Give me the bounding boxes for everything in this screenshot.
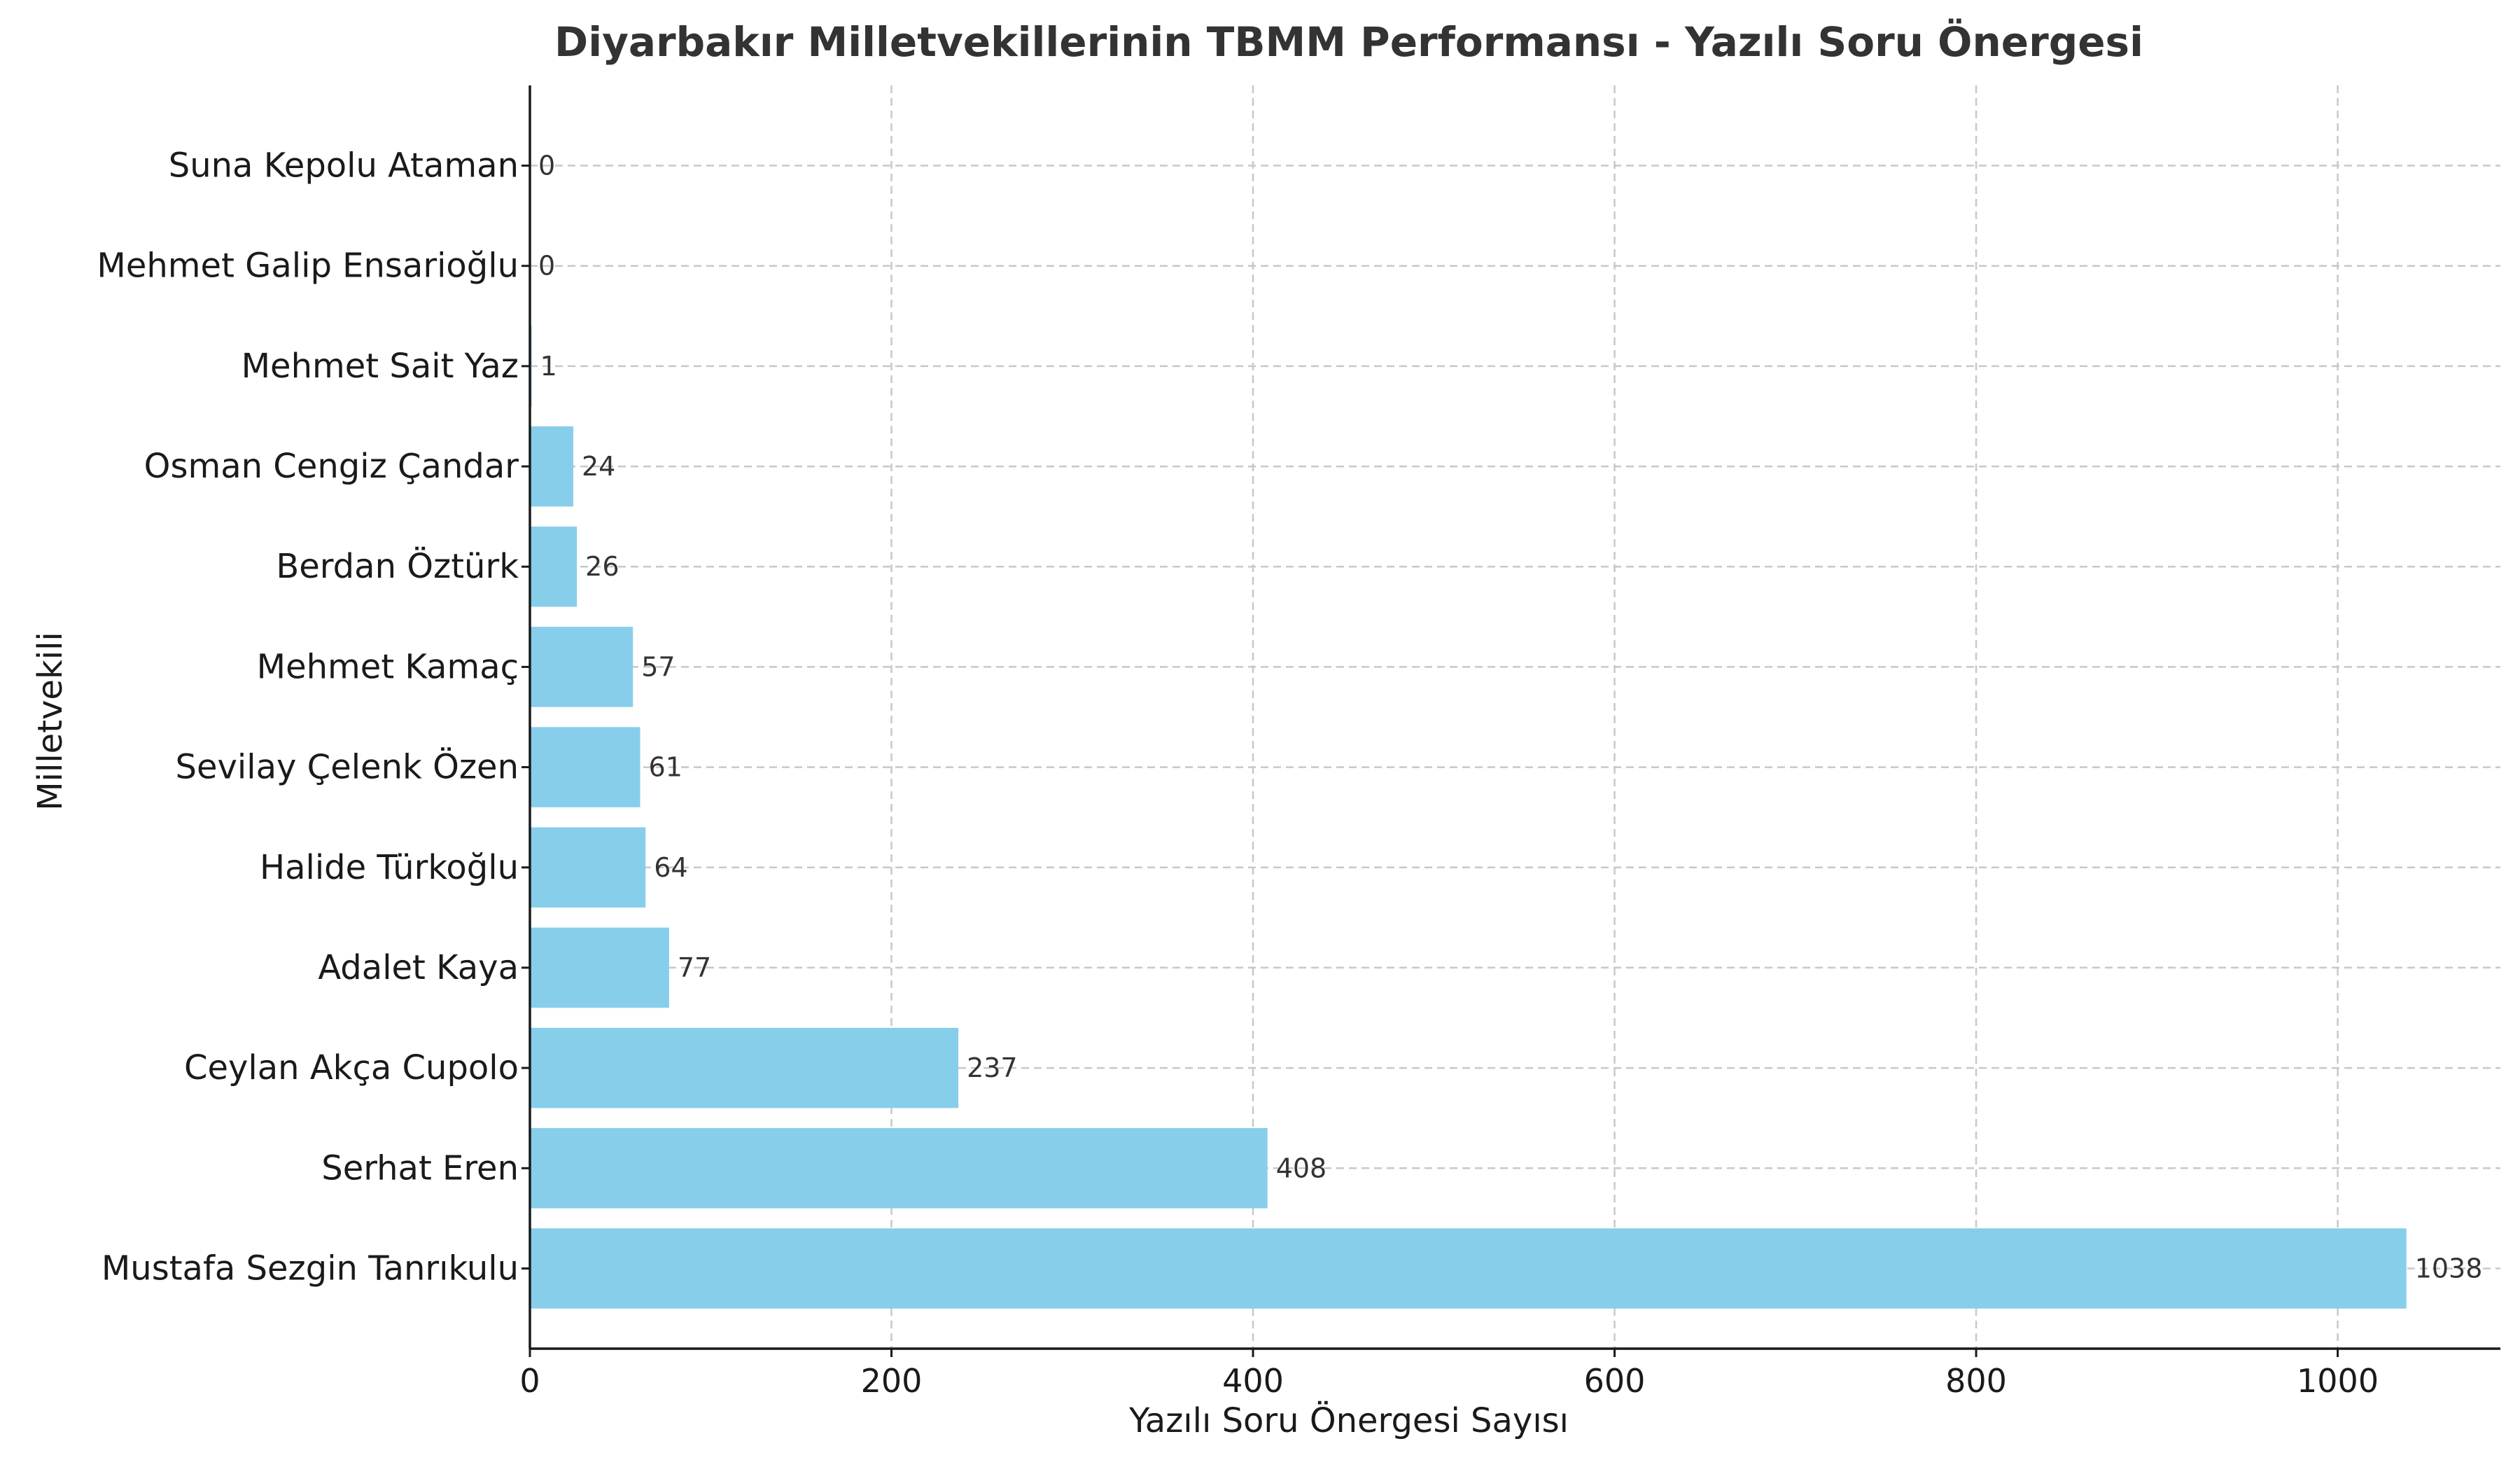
y-tick-labels: Mustafa Sezgin Tanrıkulu Serhat Eren Ceyla… bbox=[97, 146, 530, 1288]
x-tick-label: 0 bbox=[519, 1362, 540, 1400]
y-tick-label: Ceylan Akça Cupolo bbox=[184, 1048, 519, 1087]
x-tick-label: 600 bbox=[1584, 1362, 1646, 1400]
y-axis-label: Milletvekili bbox=[31, 632, 70, 811]
bar bbox=[530, 526, 578, 607]
x-tick-label: 400 bbox=[1222, 1362, 1284, 1400]
y-tick-label: Halide Türkoğlu bbox=[260, 848, 519, 887]
y-tick-label: Adalet Kaya bbox=[318, 948, 519, 987]
bar bbox=[530, 426, 573, 507]
data-label: 1038 bbox=[2415, 1253, 2483, 1284]
x-tick-label: 1000 bbox=[2297, 1362, 2379, 1400]
bar-layer bbox=[530, 326, 2407, 1309]
y-tick-label: Osman Cengiz Çandar bbox=[144, 447, 519, 486]
data-label: 64 bbox=[654, 852, 687, 883]
bar bbox=[530, 827, 646, 908]
y-tick-label: Suna Kepolu Ataman bbox=[169, 146, 519, 186]
data-label: 1 bbox=[540, 351, 557, 382]
y-tick-label: Serhat Eren bbox=[321, 1148, 519, 1188]
data-labels: 1038 408 237 77 64 61 57 26 24 1 0 0 bbox=[538, 151, 2482, 1284]
bar bbox=[530, 1027, 959, 1108]
bar bbox=[530, 727, 640, 807]
data-label: 0 bbox=[538, 151, 555, 181]
x-tick-label: 800 bbox=[1945, 1362, 2007, 1400]
y-tick-label: Mehmet Galip Ensarioğlu bbox=[97, 246, 519, 286]
bar bbox=[530, 627, 634, 707]
data-label: 57 bbox=[641, 651, 675, 682]
data-label: 237 bbox=[967, 1052, 1018, 1083]
x-tick-labels: 0 200 400 600 800 1000 bbox=[519, 1349, 2379, 1400]
x-tick-label: 200 bbox=[861, 1362, 923, 1400]
y-tick-label: Sevilay Çelenk Özen bbox=[176, 748, 519, 787]
bar bbox=[530, 927, 669, 1008]
y-tick-label: Mehmet Kamaç bbox=[257, 647, 519, 686]
y-tick-label: Mehmet Sait Yaz bbox=[241, 347, 519, 386]
axis-layer bbox=[528, 85, 2500, 1350]
bar bbox=[530, 1228, 2407, 1309]
data-label: 26 bbox=[585, 551, 619, 582]
data-label: 77 bbox=[678, 952, 711, 983]
data-label: 0 bbox=[538, 251, 555, 281]
data-label: 24 bbox=[582, 451, 615, 482]
data-label: 408 bbox=[1276, 1153, 1327, 1183]
y-tick-label: Mustafa Sezgin Tanrıkulu bbox=[102, 1249, 519, 1288]
bar bbox=[530, 1128, 1268, 1209]
chart-title: Diyarbakır Milletvekillerinin TBMM Perfo… bbox=[554, 18, 2143, 66]
x-axis-label: Yazılı Soru Önergesi Sayısı bbox=[1128, 1401, 1569, 1440]
data-label: 61 bbox=[649, 752, 682, 783]
y-tick-label: Berdan Öztürk bbox=[276, 547, 519, 586]
